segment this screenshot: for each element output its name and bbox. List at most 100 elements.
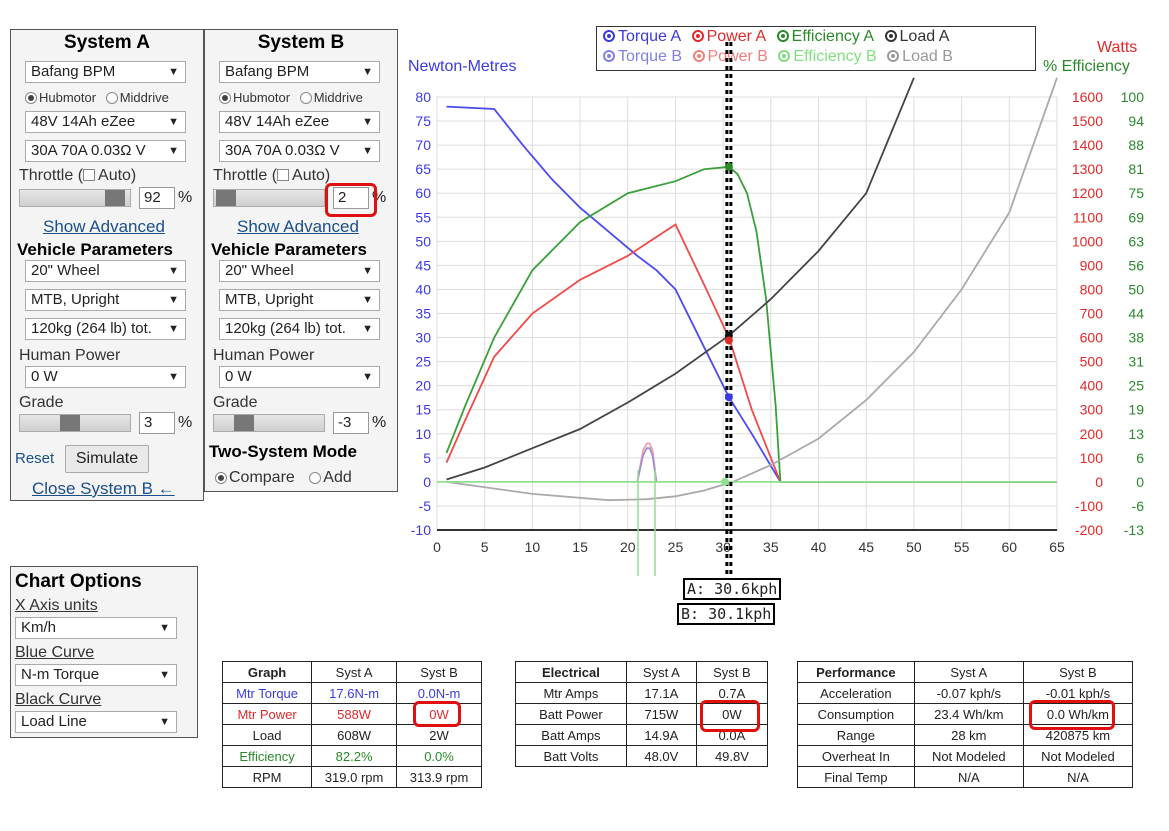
- slider-thumb[interactable]: [60, 415, 80, 431]
- tick-label-efficiency: 25: [1128, 378, 1144, 394]
- tick-label-x: 25: [668, 539, 684, 555]
- throttle-input-a[interactable]: 92: [139, 187, 175, 209]
- grade-slider-b[interactable]: [213, 414, 325, 432]
- radio-dot-icon: [887, 50, 900, 62]
- consumption-b-highlight: [1029, 700, 1115, 730]
- tick-label-watts: 300: [1080, 402, 1104, 418]
- speed-readout-a: A: 30.6kph: [683, 578, 782, 600]
- throttle-input-b[interactable]: 2: [333, 187, 369, 209]
- blue-curve-label: Blue Curve: [15, 644, 95, 661]
- motor-select-b[interactable]: Bafang BPM ▼: [219, 61, 380, 83]
- left-axis-title: Newton-Metres: [408, 58, 517, 75]
- tick-label-efficiency: -13: [1124, 522, 1144, 538]
- grade-input-b[interactable]: -3: [333, 412, 369, 434]
- radio-compare[interactable]: [215, 472, 227, 484]
- legend-efficiency-b[interactable]: Efficiency B: [778, 48, 877, 65]
- table-header-row: Graph Syst A Syst B: [221, 661, 482, 683]
- bike-type-select-b[interactable]: MTB, Upright ▼: [219, 289, 380, 311]
- radio-hubmotor-b[interactable]: [219, 92, 231, 104]
- table-cell: Acceleration: [797, 682, 915, 704]
- tick-label-watts: 1100: [1073, 209, 1103, 225]
- percent-unit: %: [178, 414, 193, 431]
- throttle-label-b: Throttle (Auto): [213, 167, 331, 184]
- table-cell: 0.0%: [396, 745, 482, 767]
- legend-torque-b[interactable]: Torque B: [603, 48, 682, 65]
- tick-label-watts: 100: [1080, 450, 1104, 466]
- legend-power-b[interactable]: Power B: [692, 48, 768, 65]
- radio-dot-icon: [778, 50, 791, 62]
- black-curve-label: Black Curve: [15, 691, 102, 708]
- black-curve-select[interactable]: Load Line ▼: [15, 711, 177, 733]
- tick-label-left: -5: [419, 498, 432, 514]
- weight-select-a[interactable]: 120kg (264 lb) tot. ▼: [25, 318, 186, 340]
- auto-checkbox-b[interactable]: [277, 169, 290, 181]
- slider-thumb[interactable]: [105, 190, 125, 206]
- table-cell: Mtr Torque: [221, 682, 313, 704]
- legend-load-b[interactable]: Load B: [887, 48, 953, 65]
- grade-slider-a[interactable]: [19, 414, 131, 432]
- radio-add[interactable]: [309, 472, 322, 484]
- controller-select-a[interactable]: 30A 70A 0.03Ω V ▼: [25, 140, 186, 162]
- battery-select-a[interactable]: 48V 14Ah eZee ▼: [25, 111, 186, 133]
- auto-checkbox-a[interactable]: [83, 169, 96, 181]
- human-power-select-b[interactable]: 0 W ▼: [219, 366, 380, 388]
- radio-middrive-a[interactable]: [105, 92, 118, 104]
- radio-middrive-b[interactable]: [299, 92, 312, 104]
- tick-label-left: 35: [415, 306, 431, 322]
- weight-select-b[interactable]: 120kg (264 lb) tot. ▼: [219, 318, 380, 340]
- chevron-down-icon: ▼: [159, 716, 170, 728]
- blue-curve-select[interactable]: N-m Torque ▼: [15, 664, 177, 686]
- throttle-slider-a[interactable]: [19, 189, 131, 207]
- tick-label-x: 30: [715, 539, 731, 555]
- show-advanced-link-b[interactable]: Show Advanced: [237, 217, 359, 236]
- table-cell: N/A: [1022, 766, 1134, 788]
- table-row: Load 608W 2W: [221, 724, 482, 746]
- chevron-down-icon: ▼: [362, 116, 373, 128]
- tick-label-left: 5: [423, 450, 431, 466]
- tick-label-left: 60: [415, 185, 431, 201]
- efficiency-a-point: [724, 162, 733, 171]
- chart-legend: Torque A Power A Efficiency A Load A Tor…: [596, 26, 1036, 71]
- tick-label-left: 10: [415, 426, 431, 442]
- tick-label-watts: 0: [1095, 474, 1103, 490]
- wheel-select-b[interactable]: 20" Wheel ▼: [219, 260, 380, 282]
- table-cell: 23.4 Wh/km: [913, 703, 1024, 725]
- show-advanced-link-a[interactable]: Show Advanced: [43, 217, 165, 236]
- system-b-panel: System B Bafang BPM ▼ Hubmotor Middrive 4…: [204, 29, 398, 492]
- legend-torque-a[interactable]: Torque A: [603, 28, 681, 45]
- table-header: Syst B: [396, 661, 482, 683]
- simulate-button[interactable]: Simulate: [65, 445, 149, 473]
- grade-input-a[interactable]: 3: [139, 412, 175, 434]
- legend-load-a[interactable]: Load A: [884, 28, 949, 45]
- close-system-b-link[interactable]: Close System B ←: [32, 479, 175, 498]
- tick-label-x: 20: [620, 539, 636, 555]
- bike-type-select-a[interactable]: MTB, Upright ▼: [25, 289, 186, 311]
- table-header: Syst B: [1022, 661, 1134, 683]
- tick-label-left: 50: [415, 233, 431, 249]
- series-load-b: [446, 77, 1058, 502]
- wheel-select-a[interactable]: 20" Wheel ▼: [25, 260, 186, 282]
- tick-label-efficiency: 88: [1128, 137, 1144, 153]
- x-axis-units-select[interactable]: Km/h ▼: [15, 617, 177, 639]
- tick-label-left: 65: [415, 161, 431, 177]
- table-cell: RPM: [221, 766, 313, 788]
- chevron-down-icon: ▼: [362, 371, 373, 383]
- table-header: Syst A: [311, 661, 398, 683]
- table-header: Electrical: [515, 661, 627, 683]
- tick-label-efficiency: 50: [1128, 281, 1144, 297]
- battery-select-b[interactable]: 48V 14Ah eZee ▼: [219, 111, 380, 133]
- reset-link[interactable]: Reset: [15, 450, 55, 467]
- legend-power-a[interactable]: Power A: [691, 28, 766, 45]
- table-cell: Mtr Amps: [515, 682, 627, 704]
- legend-efficiency-a[interactable]: Efficiency A: [776, 28, 874, 45]
- throttle-slider-b[interactable]: [213, 189, 325, 207]
- tick-label-watts: 1400: [1072, 137, 1103, 153]
- human-power-select-a[interactable]: 0 W ▼: [25, 366, 186, 388]
- motor-select-a[interactable]: Bafang BPM ▼: [25, 61, 186, 83]
- table-cell: 0.7A: [695, 682, 769, 704]
- slider-thumb[interactable]: [216, 190, 236, 206]
- radio-hubmotor-a[interactable]: [25, 92, 37, 104]
- table-cell: 0.0N-m: [396, 682, 482, 704]
- slider-thumb[interactable]: [234, 415, 254, 431]
- controller-select-b[interactable]: 30A 70A 0.03Ω V ▼: [219, 140, 380, 162]
